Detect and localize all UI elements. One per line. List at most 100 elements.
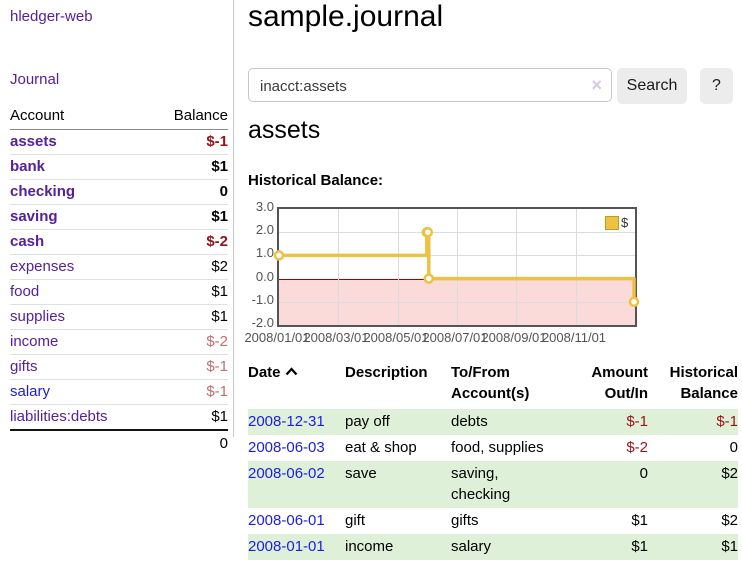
accounts-total-row: 0 <box>10 429 228 456</box>
account-balance: $1 <box>150 204 228 230</box>
y-tick: 1.0 <box>255 245 274 260</box>
transaction-balance: $1 <box>721 538 738 555</box>
x-tick: 2008/11/01 <box>541 330 607 345</box>
chart-title: Historical Balance: <box>248 172 384 189</box>
account-link-salary[interactable]: salary <box>10 383 51 400</box>
transaction-date-link[interactable]: 2008-06-01 <box>248 512 325 529</box>
account-balance: $-1 <box>150 129 228 155</box>
account-link-supplies[interactable]: supplies <box>10 308 66 325</box>
account-row: income $-2 <box>10 329 228 355</box>
x-tick: 2008/03/01 <box>303 330 369 345</box>
balance-line-svg <box>273 226 640 308</box>
register-table: Date Description To/From Account(s) Amou… <box>248 361 738 560</box>
account-balance: $2 <box>150 254 228 280</box>
x-tick: 2008/09/01 <box>481 330 547 345</box>
transaction-description: gift <box>345 512 366 529</box>
transaction-amount: $-1 <box>626 413 648 430</box>
register-header-row: Date Description To/From Account(s) Amou… <box>248 361 738 409</box>
transaction-amount: 0 <box>639 465 648 482</box>
transaction-description: eat & shop <box>345 439 417 456</box>
search-box: × <box>248 68 612 102</box>
transaction-balance: $2 <box>721 512 738 529</box>
account-row: saving $1 <box>10 204 228 230</box>
account-link-cash[interactable]: cash <box>10 233 45 250</box>
col-tofrom: To/From Account(s) <box>451 364 530 402</box>
transaction-description: save <box>345 465 377 482</box>
transaction-date-link[interactable]: 2008-12-31 <box>248 413 325 430</box>
account-balance: $-2 <box>150 329 228 355</box>
legend-label: $ <box>621 215 629 230</box>
y-tick: -2.0 <box>251 315 274 330</box>
chevron-up-icon <box>285 361 298 382</box>
transaction-accounts: saving, checking <box>451 465 511 503</box>
x-tick: 2008/01/01 <box>244 330 310 345</box>
account-link-income[interactable]: income <box>10 333 59 350</box>
account-row: salary $-1 <box>10 379 228 405</box>
account-row: supplies $1 <box>10 304 228 330</box>
account-link-checking[interactable]: checking <box>10 183 76 200</box>
transaction-row: 2008-06-01 gift gifts $1 $2 <box>248 508 738 534</box>
account-balance: 0 <box>150 179 228 205</box>
historical-balance-chart: 3.0 2.0 1.0 0.0 -1.0 -2.0 2008/01/01 200… <box>244 199 742 352</box>
account-balance: $1 <box>150 279 228 305</box>
account-row: cash $-2 <box>10 229 228 255</box>
col-balance: Historical Balance <box>669 364 738 402</box>
account-link-gifts[interactable]: gifts <box>10 358 38 375</box>
accounts-col-account: Account <box>10 104 151 130</box>
brand-link[interactable]: hledger-web <box>10 8 93 25</box>
account-balance: $-1 <box>150 354 228 380</box>
col-amount: Amount Out/In <box>591 364 648 402</box>
transaction-date-link[interactable]: 2008-06-03 <box>248 439 325 456</box>
help-button[interactable]: ? <box>700 68 733 104</box>
transaction-description: income <box>345 538 394 555</box>
clear-search-icon[interactable]: × <box>591 75 602 95</box>
legend-swatch-icon <box>605 215 619 230</box>
search-input[interactable] <box>258 71 582 101</box>
account-row: liabilities:debts $1 <box>10 404 228 431</box>
transaction-row: 2008-06-02 save saving, checking 0 $2 <box>248 461 738 508</box>
search-form: × Search ? <box>248 68 742 104</box>
transaction-accounts: salary <box>451 538 492 555</box>
account-row: gifts $-1 <box>10 354 228 380</box>
y-tick: 0.0 <box>255 269 274 284</box>
account-link-food[interactable]: food <box>10 283 40 300</box>
account-link-saving[interactable]: saving <box>10 208 58 225</box>
transaction-balance: $2 <box>721 465 738 482</box>
accounts-header-row: Account Balance <box>10 104 228 130</box>
transaction-description: pay off <box>345 413 390 430</box>
chart-legend: $ <box>605 215 628 230</box>
transaction-date-link[interactable]: 2008-01-01 <box>248 538 325 555</box>
sidebar-divider <box>233 0 234 437</box>
transaction-balance: $-1 <box>716 413 738 430</box>
accounts-total-value: 0 <box>150 429 228 456</box>
transaction-balance: 0 <box>729 439 738 456</box>
transaction-row: 2008-12-31 pay off debts $-1 $-1 <box>248 409 738 435</box>
x-tick: 2008/07/01 <box>422 330 488 345</box>
account-balance: $1 <box>150 404 228 431</box>
search-button[interactable]: Search <box>617 68 687 104</box>
transaction-row: 2008-06-03 eat & shop food, supplies $-2… <box>248 435 738 461</box>
transaction-date-link[interactable]: 2008-06-02 <box>248 465 325 482</box>
x-tick: 2008/05/01 <box>363 330 429 345</box>
accounts-col-balance: Balance <box>150 104 228 130</box>
sidebar: hledger-web Journal Account Balance asse… <box>0 0 233 460</box>
account-link-assets[interactable]: assets <box>10 133 57 150</box>
transaction-accounts: food, supplies <box>451 439 544 456</box>
account-balance: $1 <box>150 154 228 180</box>
account-link-liabilities-debts[interactable]: liabilities:debts <box>10 408 108 425</box>
account-balance: $-2 <box>150 229 228 255</box>
account-heading: assets <box>248 116 321 144</box>
account-link-expenses[interactable]: expenses <box>10 258 75 275</box>
accounts-table: Account Balance assets $-1 bank $1 check… <box>10 104 228 456</box>
account-row: expenses $2 <box>10 254 228 280</box>
main-content: sample.journal × Search ? assets Histori… <box>244 0 742 582</box>
account-link-bank[interactable]: bank <box>10 158 46 175</box>
account-balance: $-1 <box>150 379 228 405</box>
chart-canvas[interactable] <box>273 207 640 327</box>
col-date[interactable]: Date <box>248 361 345 409</box>
sidebar-item-journal[interactable]: Journal <box>10 71 60 88</box>
transaction-amount: $1 <box>631 538 648 555</box>
y-tick: 2.0 <box>255 222 274 237</box>
account-row: food $1 <box>10 279 228 305</box>
